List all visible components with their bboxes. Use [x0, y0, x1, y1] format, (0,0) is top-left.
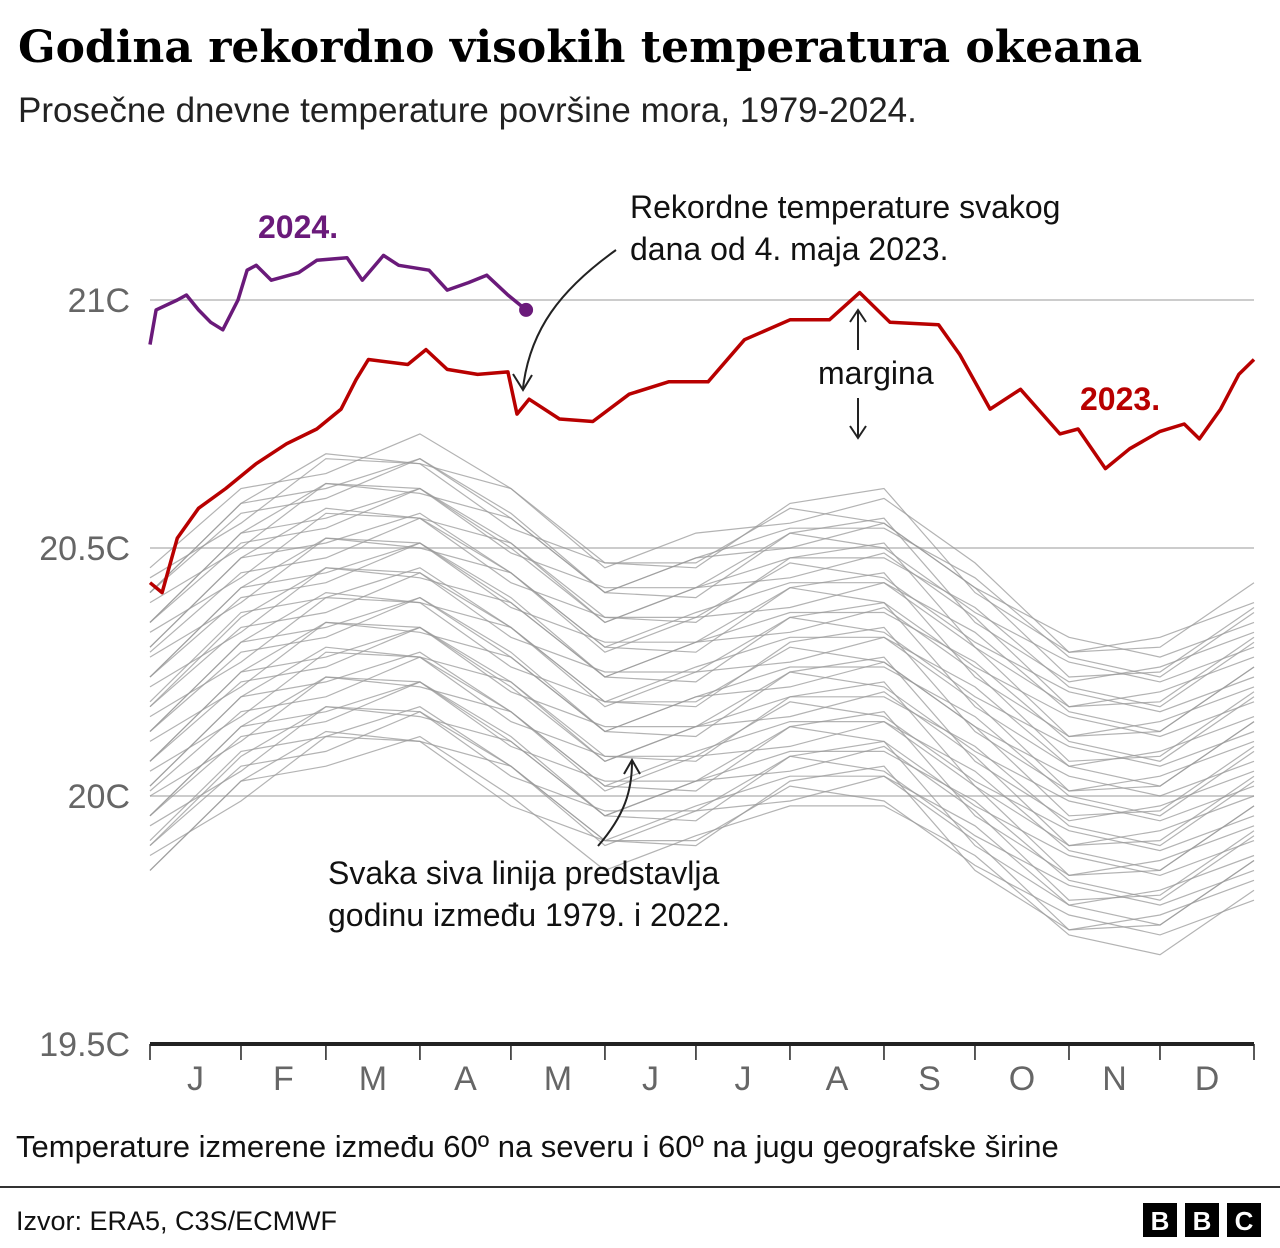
grey-year-line — [149, 591, 1255, 792]
chart-title: Godina rekordno visokih temperatura okea… — [18, 22, 1142, 73]
gridlines — [150, 299, 1254, 797]
grey-year-line — [149, 651, 1255, 872]
x-tick-label: A — [454, 1060, 477, 1098]
grey-year-line — [149, 676, 1255, 877]
grey-year-line — [149, 482, 1255, 683]
svg-text:B: B — [1151, 1206, 1170, 1236]
grey-arrow-icon — [597, 757, 641, 847]
grey-annotation-line2: godinu između 1979. i 2022. — [328, 897, 730, 933]
grey-year-line — [149, 706, 1255, 906]
grey-year-lines — [149, 433, 1255, 956]
grey-year-line — [149, 621, 1255, 822]
x-tick-label: J — [642, 1060, 659, 1098]
svg-text:B: B — [1193, 1206, 1212, 1236]
x-tick-label: O — [1009, 1060, 1035, 1098]
x-tick-label: J — [187, 1060, 204, 1098]
y-axis: 21C 20.5C 20C 19.5C — [39, 282, 130, 1064]
grey-year-line — [149, 646, 1255, 847]
label-2023: 2023. — [1080, 381, 1160, 417]
grey-year-line — [149, 433, 1255, 653]
margin-annotation: margina — [818, 355, 934, 391]
x-tick-label: M — [544, 1060, 572, 1098]
line-2024 — [148, 253, 528, 345]
footnote-caption: Temperature izmerene između 60º na sever… — [16, 1129, 1059, 1164]
grey-year-line — [149, 482, 1255, 683]
point-2024-latest — [519, 302, 534, 317]
grey-year-line — [149, 458, 1255, 658]
margin-arrows-icon — [849, 308, 867, 440]
y-tick-label: 20C — [68, 778, 130, 816]
record-annotation-line2: dana od 4. maja 2023. — [630, 231, 948, 267]
x-tick-label: N — [1102, 1060, 1127, 1098]
grey-year-line — [149, 567, 1255, 767]
source-text: Izvor: ERA5, C3S/ECMWF — [16, 1206, 337, 1236]
bbc-logo: B B C — [1143, 1203, 1261, 1237]
x-tick-label: F — [273, 1060, 294, 1098]
x-tick-label: D — [1195, 1060, 1220, 1098]
highlight-lines — [148, 253, 1256, 595]
grey-year-line — [149, 596, 1255, 817]
grey-year-line — [149, 651, 1255, 852]
svg-text:C: C — [1235, 1206, 1254, 1236]
record-arrow-icon — [512, 249, 617, 392]
grey-year-line — [149, 621, 1255, 822]
grey-year-line — [149, 537, 1255, 738]
x-tick-label: J — [734, 1060, 751, 1098]
grey-year-line — [149, 706, 1255, 926]
label-2024: 2024. — [258, 209, 338, 245]
grey-year-line — [149, 537, 1255, 738]
record-annotation-line1: Rekordne temperature svakog — [630, 189, 1060, 225]
x-tick-label: M — [359, 1060, 387, 1098]
grey-year-line — [149, 676, 1255, 877]
x-tick-label: S — [918, 1060, 941, 1098]
grey-year-line — [149, 567, 1255, 767]
y-tick-label: 19.5C — [39, 1026, 130, 1064]
y-tick-label: 20.5C — [39, 530, 130, 568]
line-2023 — [148, 290, 1256, 595]
grey-year-line — [149, 735, 1255, 956]
grey-year-line — [149, 512, 1255, 713]
grey-year-line — [149, 596, 1255, 797]
x-tick-label: A — [826, 1060, 849, 1098]
grey-year-line — [149, 507, 1255, 708]
grey-year-line — [149, 458, 1255, 678]
y-tick-label: 21C — [68, 282, 130, 320]
grey-annotation-line1: Svaka siva linija predstavlja — [328, 855, 720, 891]
grey-year-line — [149, 453, 1255, 653]
grey-year-line — [149, 512, 1255, 733]
chart-subtitle: Prosečne dnevne temperature površine mor… — [18, 91, 917, 130]
